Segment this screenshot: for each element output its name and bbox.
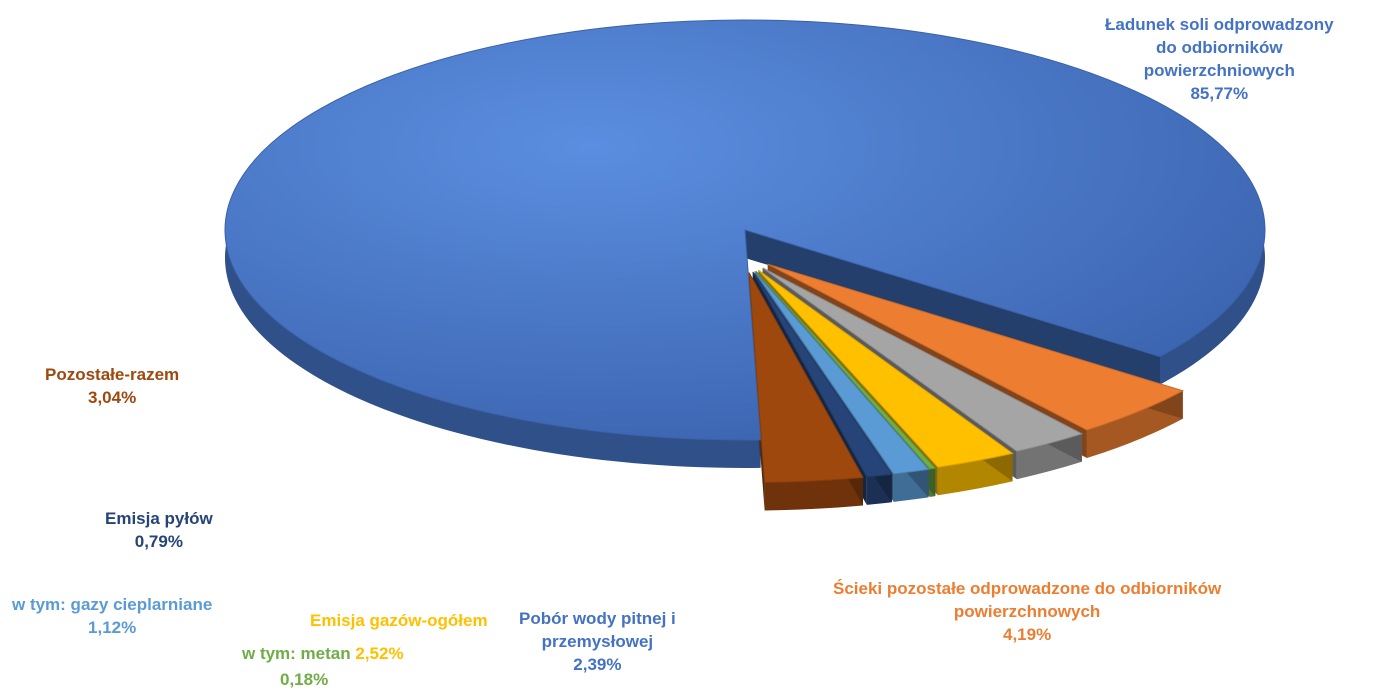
label-salt-line2: do odbiorników — [1156, 37, 1283, 57]
slice-pozostale-razem — [748, 272, 864, 483]
label-salt-pct: 85,77% — [1190, 83, 1249, 103]
label-other-line1: Pozostałe-razem — [45, 365, 180, 384]
label-dust-pct: 0,79% — [134, 531, 183, 551]
label-greenhouse-line1: w tym: gazy cieplarniane — [12, 595, 213, 614]
label-wastewater-line2: powierzchnowych — [953, 601, 1101, 621]
label-methane-pct: 0,18% — [280, 670, 329, 689]
slice-emisja-pylow — [752, 271, 893, 478]
label-salt: Ładunek soli odprowadzony do odbiorników… — [1105, 14, 1334, 106]
slice-emisja-gazow-ogolem — [758, 269, 1014, 468]
label-wastewater: Ścieki pozostałe odprowadzone do odbiorn… — [833, 578, 1221, 647]
label-water-line2: przemysłowej — [541, 631, 654, 651]
label-gases: Emisja gazów-ogółem — [310, 610, 488, 633]
pie-slices — [224, 19, 1266, 483]
label-greenhouse-pct: 1,12% — [88, 617, 137, 637]
slice-w-tym-gazy-cieplarniane — [754, 271, 930, 475]
label-water-line1: Pobór wody pitnej i — [519, 609, 676, 628]
label-other: Pozostałe-razem 3,04% — [45, 364, 179, 410]
slice-w-tym-metan — [755, 270, 937, 470]
label-wastewater-line1: Ścieki pozostałe odprowadzone do odbiorn… — [833, 579, 1222, 598]
label-gases-pct: 2,52% — [355, 644, 404, 663]
slice-pobor-wody-pitnej-i-przemyslowej — [762, 267, 1084, 452]
slice-ladunek-soli-odprowadzony-do-odbiornikow-powierzchniowych — [224, 19, 1266, 441]
label-wastewater-pct: 4,19% — [1003, 624, 1052, 644]
label-gases-line1: Emisja gazów-ogółem — [310, 611, 488, 630]
label-water-pct: 2,39% — [573, 654, 622, 674]
slice-side-pozostale-razem — [764, 477, 863, 511]
label-methane-line1: w tym: metan — [242, 644, 351, 663]
label-salt-line1: Ładunek soli odprowadzony — [1105, 15, 1334, 34]
label-dust-line1: Emisja pyłów — [105, 509, 213, 528]
label-other-pct: 3,04% — [87, 387, 137, 407]
label-water: Pobór wody pitnej i przemysłowej 2,39% — [519, 608, 676, 677]
slice-scieki-pozostale-odprowadzone-do-odbiornikow-powierzchnowych — [767, 263, 1185, 431]
label-dust: Emisja pyłów 0,79% — [105, 508, 213, 554]
slice-wall-ladunek-soli-odprowadzony-do-odbiornikow-powierzchniowych-1 — [745, 230, 1161, 385]
label-greenhouse: w tym: gazy cieplarniane 1,12% — [12, 594, 212, 640]
label-salt-line3: powierzchniowych — [1143, 60, 1295, 80]
label-methane: w tym: metan 2,52% — [242, 643, 404, 666]
label-methane-value: 0,18% — [280, 669, 328, 692]
